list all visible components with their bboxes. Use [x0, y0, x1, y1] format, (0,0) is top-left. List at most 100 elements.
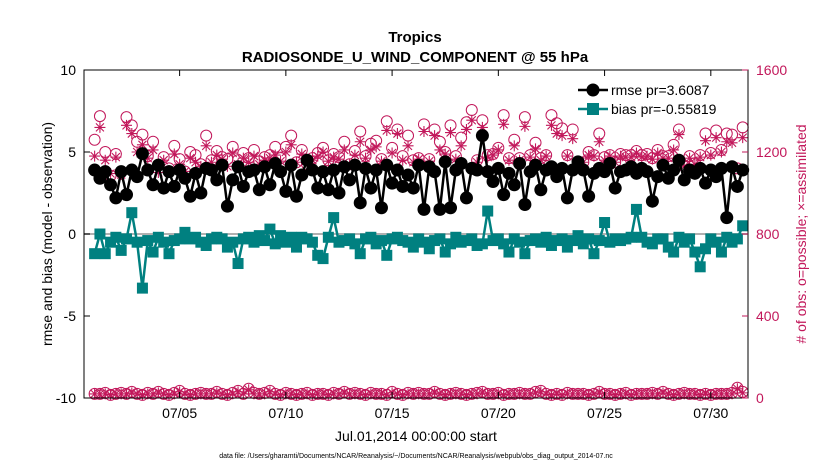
left-tick-label: -10 — [56, 390, 76, 406]
rmse-point — [507, 178, 521, 192]
legend-bias-marker — [587, 103, 599, 115]
obs-assimilated-point — [715, 146, 727, 158]
obs-assimilated-point — [551, 128, 563, 140]
obs-assimilated-point — [312, 150, 324, 162]
obs-assimilated-point — [89, 150, 101, 162]
bias-point — [625, 231, 637, 243]
obs-assimilated-point — [567, 133, 579, 145]
chart-title: Tropics — [388, 29, 441, 46]
x-tick-label: 07/15 — [375, 405, 410, 421]
bias-point — [694, 261, 706, 273]
obs-assimilated-point — [450, 153, 462, 165]
rmse-point — [327, 163, 341, 177]
rmse-point — [359, 161, 373, 175]
obs-assimilated-point — [375, 155, 387, 167]
rmse-point — [119, 188, 133, 202]
obs-assimilated-point — [285, 139, 297, 151]
obs-assimilated-point — [561, 150, 573, 162]
left-tick-label: 10 — [60, 62, 76, 78]
obs-assimilated-point — [110, 151, 122, 163]
x-tick-label: 07/30 — [693, 405, 728, 421]
bias-point — [322, 231, 334, 243]
obs-assimilated-point — [333, 153, 345, 165]
bias-point — [317, 253, 329, 265]
bias-point — [583, 233, 595, 245]
rmse-point — [279, 184, 293, 198]
obs-assimilated-point — [726, 137, 738, 149]
obs-assimilated-point — [365, 144, 377, 156]
axis-ticks — [84, 69, 748, 399]
rmse-point — [433, 202, 447, 216]
rmse-point — [374, 201, 388, 215]
obs-assimilated-point — [168, 388, 180, 400]
obs-assimilated-point — [636, 151, 648, 163]
rmse-point — [693, 161, 707, 175]
obs-assimilated-point — [158, 154, 170, 166]
rmse-point — [736, 163, 750, 177]
rmse-point — [194, 186, 208, 200]
bias-point — [593, 235, 605, 247]
obs-assimilated-point — [338, 144, 350, 156]
rmse-point — [183, 189, 197, 203]
rmse-point — [396, 179, 410, 193]
rmse-point — [231, 160, 245, 174]
x-axis-label: Jul.01,2014 00:00:00 start — [335, 428, 497, 444]
x-tick-label: 07/10 — [268, 405, 303, 421]
right-axis: 1600 1200 800 400 0 — [756, 62, 787, 406]
rmse-point — [98, 165, 112, 179]
obs-assimilated-point — [731, 383, 743, 395]
obs-assimilated-point — [237, 388, 249, 400]
rmse-point — [332, 186, 346, 200]
rmse-point — [491, 161, 505, 175]
obs-assimilated-point — [381, 124, 393, 136]
obs-assimilated-point — [689, 158, 701, 170]
rmse-point — [141, 163, 155, 177]
obs-assimilated-point — [694, 151, 706, 163]
bias-point — [715, 246, 727, 258]
y-axis-label-right: # of obs: o=possible; ×=assimilated — [793, 124, 809, 343]
bias-point — [482, 205, 494, 217]
bias-point — [264, 223, 276, 235]
bias-point — [445, 238, 457, 250]
bias-point — [142, 235, 154, 247]
rmse-point — [444, 201, 458, 215]
rmse-point — [204, 163, 218, 177]
rmse-point — [497, 188, 511, 202]
obs-assimilated-point — [418, 126, 430, 137]
obs-assimilated-point — [94, 121, 106, 133]
bias-point — [519, 248, 531, 260]
rmse-point — [305, 163, 319, 177]
x-tick-label: 07/20 — [481, 405, 516, 421]
obs-assimilated-point — [381, 389, 393, 401]
bias-point — [248, 236, 260, 248]
obs-assimilated-point — [492, 144, 504, 156]
rmse-point — [252, 183, 266, 197]
obs-assimilated-point — [684, 152, 696, 164]
bias-point — [115, 244, 127, 256]
obs-assimilated-point — [508, 140, 520, 152]
bias-point — [381, 249, 393, 261]
rmse-point — [385, 176, 399, 190]
rmse-point — [454, 156, 468, 170]
legend-rmse-marker — [586, 83, 600, 97]
obs-assimilated-point — [503, 154, 515, 166]
obs-assimilated-point — [668, 144, 680, 156]
rmse-point — [406, 181, 420, 195]
obs-assimilated-point — [700, 135, 712, 147]
rmse-point — [544, 160, 558, 174]
bias-point — [110, 231, 122, 243]
obs-assimilated-point — [126, 128, 138, 140]
bias-point — [89, 248, 101, 260]
rmse-point — [417, 202, 431, 216]
bias-point — [588, 248, 600, 260]
rmse-point — [518, 197, 532, 211]
rmse-point — [470, 163, 484, 177]
rmse-point — [560, 191, 574, 205]
obs-assimilated-point — [402, 140, 414, 152]
rmse-point — [534, 183, 548, 197]
rmse-point — [428, 165, 442, 179]
rmse-point — [603, 156, 617, 170]
bias-point — [737, 220, 749, 232]
obs-assimilated-point — [354, 136, 366, 148]
